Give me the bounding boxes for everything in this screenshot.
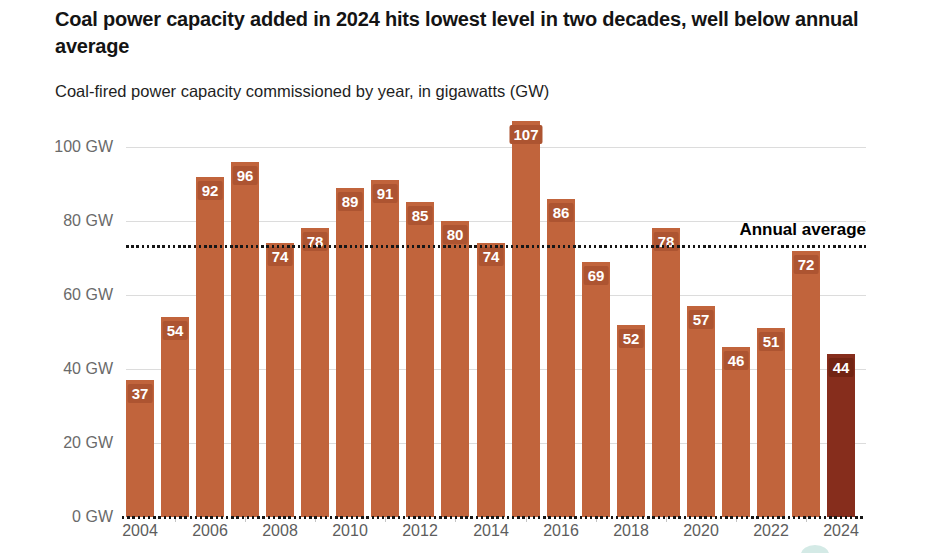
x-axis-label: 2018	[599, 521, 663, 541]
x-axis-label: 2008	[248, 521, 312, 541]
bar-value-label: 78	[303, 232, 328, 251]
bar-value-label: 89	[338, 192, 363, 211]
x-axis-label: 2012	[388, 521, 452, 541]
bar-highlight	[827, 354, 855, 517]
chart-subtitle: Coal-fired power capacity commissioned b…	[55, 82, 915, 101]
bar-value-label: 86	[549, 203, 574, 222]
x-axis-label: 2016	[529, 521, 593, 541]
annual-average-line	[126, 245, 866, 248]
bar	[722, 347, 750, 517]
bar	[231, 162, 259, 517]
bar-value-label: 91	[373, 184, 398, 203]
page-title: Coal power capacity added in 2024 hits l…	[55, 6, 890, 60]
y-axis-label: 100 GW	[25, 137, 113, 157]
bar-value-label: 92	[198, 181, 223, 200]
bar	[792, 251, 820, 517]
bar	[196, 177, 224, 517]
bar-value-label: 54	[163, 321, 188, 340]
annual-average-label: Annual average	[600, 220, 866, 240]
bar	[687, 306, 715, 517]
bar	[266, 243, 294, 517]
logo-arc-icon	[801, 545, 829, 553]
bar-value-label: 37	[128, 384, 153, 403]
bar-value-label: 80	[443, 225, 468, 244]
bar-value-label: 107	[509, 125, 542, 144]
bar	[617, 325, 645, 517]
y-axis-label: 60 GW	[25, 285, 113, 305]
x-axis-label: 2024	[809, 521, 873, 541]
bar-value-label: 96	[233, 166, 258, 185]
bar-value-label: 52	[619, 329, 644, 348]
x-axis-label: 2020	[669, 521, 733, 541]
axis-baseline	[122, 516, 866, 519]
x-axis-label: 2022	[739, 521, 803, 541]
bar-value-label: 74	[268, 247, 293, 266]
bar	[441, 221, 469, 517]
bar-value-label: 51	[759, 332, 784, 351]
x-axis-label: 2010	[318, 521, 382, 541]
bar	[477, 243, 505, 517]
bar	[757, 328, 785, 517]
bar	[512, 121, 540, 517]
bar	[161, 317, 189, 517]
x-axis-label: 2014	[459, 521, 523, 541]
bar	[301, 228, 329, 517]
x-axis-label: 2004	[108, 521, 172, 541]
coal-capacity-chart-page: Coal power capacity added in 2024 hits l…	[0, 0, 946, 553]
y-axis-label: 80 GW	[25, 211, 113, 231]
bar	[406, 202, 434, 517]
bar-value-label: 46	[724, 351, 749, 370]
y-axis-label: 20 GW	[25, 433, 113, 453]
bar-value-label: 85	[408, 206, 433, 225]
bar-value-label: 72	[794, 255, 819, 274]
y-axis-label: 40 GW	[25, 359, 113, 379]
gridline	[126, 147, 866, 148]
bar-value-label: 57	[689, 310, 714, 329]
bar-value-label: 69	[584, 266, 609, 285]
bar	[582, 262, 610, 517]
bar	[336, 188, 364, 517]
bar-value-label: 74	[479, 247, 504, 266]
x-axis-label: 2006	[178, 521, 242, 541]
y-axis-label: 0 GW	[25, 507, 113, 527]
bar-value-label: 44	[829, 358, 854, 377]
bar	[652, 228, 680, 517]
bar	[371, 180, 399, 517]
